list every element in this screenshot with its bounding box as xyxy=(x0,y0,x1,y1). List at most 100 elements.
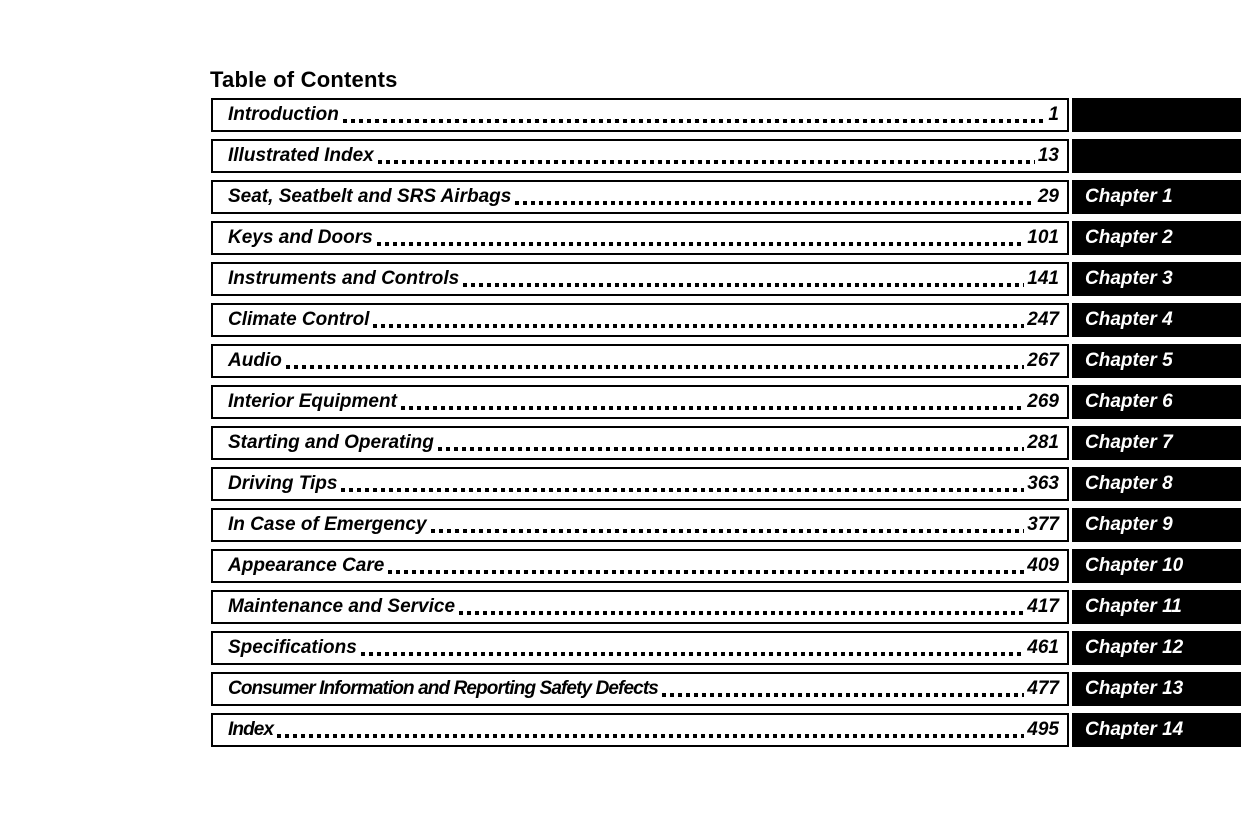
toc-entry-page-number: 101 xyxy=(1027,226,1059,248)
chapter-tab-label: Chapter 8 xyxy=(1085,473,1173,494)
toc-row: Specifications 461 Chapter 12 xyxy=(211,631,1241,665)
toc-entry-page-number: 477 xyxy=(1027,677,1059,699)
toc-entry-link[interactable]: Illustrated Index 13 xyxy=(211,139,1069,173)
chapter-tab[interactable]: Chapter 6 xyxy=(1072,385,1241,419)
toc-entry-page-number: 269 xyxy=(1027,390,1059,412)
toc-entry-page-number: 409 xyxy=(1027,554,1059,576)
toc-list: Introduction 1 Illustrated Index 13 Seat… xyxy=(211,98,1241,747)
chapter-tab[interactable]: Chapter 5 xyxy=(1072,344,1241,378)
chapter-tab[interactable]: Chapter 8 xyxy=(1072,467,1241,501)
toc-entry-page-number: 495 xyxy=(1027,718,1059,740)
chapter-tab-label: Chapter 12 xyxy=(1085,637,1184,658)
toc-entry-title: Seat, Seatbelt and SRS Airbags xyxy=(228,185,512,207)
toc-entry-title: In Case of Emergency xyxy=(228,513,427,535)
chapter-tab-label: Chapter 3 xyxy=(1085,268,1173,289)
toc-row: Interior Equipment 269 Chapter 6 xyxy=(211,385,1241,419)
toc-entry-link[interactable]: Introduction 1 xyxy=(211,98,1069,132)
dot-leader xyxy=(285,365,1025,369)
toc-row: Appearance Care 409 Chapter 10 xyxy=(211,549,1241,583)
page-title: Table of Contents xyxy=(210,66,398,92)
chapter-tab[interactable]: Chapter 1 xyxy=(1072,180,1241,214)
dot-leader xyxy=(376,242,1025,246)
chapter-tab-label: Chapter 1 xyxy=(1085,186,1173,207)
dot-leader xyxy=(341,488,1025,492)
chapter-tab[interactable]: Chapter 10 xyxy=(1072,549,1241,583)
chapter-tab-label: Chapter 6 xyxy=(1085,391,1173,412)
toc-row: Introduction 1 xyxy=(211,98,1241,132)
toc-entry-page-number: 281 xyxy=(1027,431,1059,453)
chapter-tab[interactable]: Chapter 14 xyxy=(1072,713,1241,747)
toc-entry-title: Introduction xyxy=(228,103,339,125)
dot-leader xyxy=(661,693,1025,697)
chapter-tab-label: Chapter 13 xyxy=(1085,678,1184,699)
toc-entry-page-number: 1 xyxy=(1048,103,1059,125)
toc-row: Consumer Information and Reporting Safet… xyxy=(211,672,1241,706)
toc-entry-link[interactable]: Appearance Care 409 xyxy=(211,549,1069,583)
toc-entry-title: Starting and Operating xyxy=(228,431,434,453)
toc-entry-title: Keys and Doors xyxy=(228,226,373,248)
chapter-tab[interactable]: Chapter 9 xyxy=(1072,508,1241,542)
chapter-tab-label: Chapter 9 xyxy=(1085,514,1173,535)
chapter-tab-label: Chapter 7 xyxy=(1085,432,1173,453)
dot-leader xyxy=(388,570,1025,574)
chapter-tab[interactable]: Chapter 13 xyxy=(1072,672,1241,706)
dot-leader xyxy=(377,160,1035,164)
toc-entry-title: Index xyxy=(228,718,274,740)
toc-entry-page-number: 461 xyxy=(1027,636,1059,658)
toc-entry-link[interactable]: Driving Tips 363 xyxy=(211,467,1069,501)
chapter-tab[interactable]: Chapter 2 xyxy=(1072,221,1241,255)
toc-row: Starting and Operating 281 Chapter 7 xyxy=(211,426,1241,460)
dot-leader xyxy=(515,201,1035,205)
toc-entry-link[interactable]: Consumer Information and Reporting Safet… xyxy=(211,672,1069,706)
toc-entry-title: Audio xyxy=(228,349,282,371)
toc-entry-page-number: 417 xyxy=(1027,595,1059,617)
toc-entry-link[interactable]: Starting and Operating 281 xyxy=(211,426,1069,460)
toc-row: In Case of Emergency 377 Chapter 9 xyxy=(211,508,1241,542)
toc-row: Instruments and Controls 141 Chapter 3 xyxy=(211,262,1241,296)
chapter-tab-label: Chapter 4 xyxy=(1085,309,1173,330)
chapter-tab-label: Chapter 5 xyxy=(1085,350,1173,371)
toc-entry-link[interactable]: Specifications 461 xyxy=(211,631,1069,665)
chapter-tab[interactable]: Chapter 3 xyxy=(1072,262,1241,296)
toc-entry-link[interactable]: Audio 267 xyxy=(211,344,1069,378)
dot-leader xyxy=(373,324,1025,328)
chapter-tab-label: Chapter 11 xyxy=(1085,596,1182,617)
toc-entry-title: Interior Equipment xyxy=(228,390,397,412)
chapter-tab[interactable] xyxy=(1072,139,1241,173)
dot-leader xyxy=(459,611,1025,615)
toc-entry-title: Maintenance and Service xyxy=(228,595,456,617)
chapter-tab[interactable]: Chapter 12 xyxy=(1072,631,1241,665)
toc-entry-link[interactable]: Interior Equipment 269 xyxy=(211,385,1069,419)
toc-entry-page-number: 377 xyxy=(1027,513,1059,535)
toc-entry-link[interactable]: Maintenance and Service 417 xyxy=(211,590,1069,624)
dot-leader xyxy=(277,734,1025,738)
chapter-tab[interactable]: Chapter 7 xyxy=(1072,426,1241,460)
dot-leader xyxy=(437,447,1025,451)
chapter-tab[interactable]: Chapter 11 xyxy=(1072,590,1241,624)
toc-entry-link[interactable]: In Case of Emergency 377 xyxy=(211,508,1069,542)
toc-entry-title: Illustrated Index xyxy=(228,144,374,166)
toc-entry-link[interactable]: Instruments and Controls 141 xyxy=(211,262,1069,296)
toc-entry-link[interactable]: Climate Control 247 xyxy=(211,303,1069,337)
dot-leader xyxy=(430,529,1025,533)
toc-entry-page-number: 267 xyxy=(1027,349,1059,371)
toc-entry-page-number: 363 xyxy=(1027,472,1059,494)
toc-row: Maintenance and Service 417 Chapter 11 xyxy=(211,590,1241,624)
chapter-tab-label: Chapter 14 xyxy=(1085,719,1184,740)
toc-entry-title: Driving Tips xyxy=(228,472,338,494)
toc-entry-page-number: 13 xyxy=(1037,144,1059,166)
toc-entry-title: Specifications xyxy=(228,636,357,658)
toc-entry-title: Climate Control xyxy=(228,308,370,330)
toc-entry-link[interactable]: Seat, Seatbelt and SRS Airbags 29 xyxy=(211,180,1069,214)
chapter-tab-label: Chapter 2 xyxy=(1085,227,1173,248)
toc-row: Illustrated Index 13 xyxy=(211,139,1241,173)
toc-entry-link[interactable]: Index 495 xyxy=(211,713,1069,747)
toc-row: Index 495 Chapter 14 xyxy=(211,713,1241,747)
chapter-tab[interactable] xyxy=(1072,98,1241,132)
toc-entry-link[interactable]: Keys and Doors 101 xyxy=(211,221,1069,255)
toc-entry-title: Consumer Information and Reporting Safet… xyxy=(228,677,659,699)
toc-entry-title: Appearance Care xyxy=(228,554,385,576)
chapter-tab[interactable]: Chapter 4 xyxy=(1072,303,1241,337)
toc-row: Climate Control 247 Chapter 4 xyxy=(211,303,1241,337)
dot-leader xyxy=(400,406,1025,410)
